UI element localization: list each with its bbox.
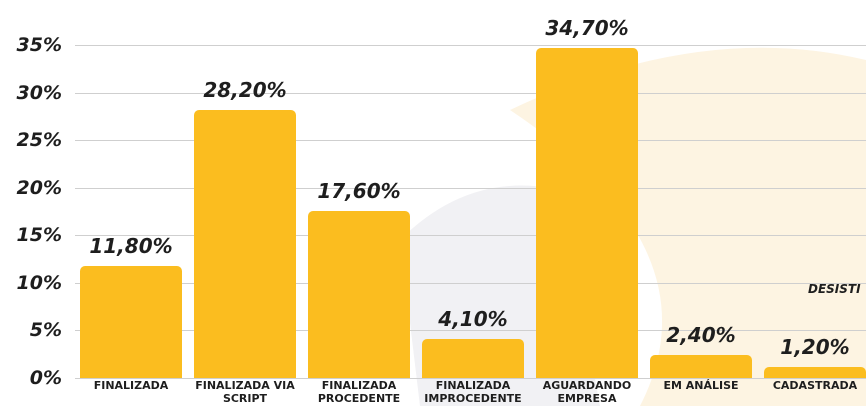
x-tick-label: FINALIZADA IMPROCEDENTE: [424, 379, 522, 405]
value-label: 11,80%: [89, 233, 173, 258]
x-tick-label: FINALIZADA VIA SCRIPT: [195, 379, 295, 405]
grid-line: [75, 235, 866, 237]
x-tick-label: CADASTRADA: [772, 379, 858, 392]
y-tick-label: 10%: [16, 271, 62, 294]
grid-line: [75, 92, 866, 94]
y-tick-label: 30%: [16, 81, 62, 104]
value-label: 34,70%: [545, 15, 629, 40]
x-tick-label: FINALIZADA: [93, 379, 169, 392]
y-tick-label: 0%: [29, 367, 62, 389]
grid-line: [75, 140, 866, 142]
y-tick-label: 25%: [16, 129, 62, 152]
y-tick-label: 20%: [16, 176, 62, 199]
grid-line: [75, 187, 866, 189]
grid-line: [75, 330, 866, 332]
value-label: 28,20%: [203, 77, 287, 102]
value-label: 4,10%: [438, 306, 508, 331]
x-tick-label: FINALIZADA PROCEDENTE: [317, 379, 401, 405]
grid-line: [75, 378, 866, 379]
grid-line: [75, 45, 866, 46]
x-tick-label: AGUARDANDO EMPRESA: [542, 379, 632, 405]
grid-line: [75, 282, 866, 284]
bar: [536, 47, 638, 378]
bar: [308, 210, 410, 378]
annotation: DESISTI: [808, 282, 861, 296]
bar: [422, 338, 524, 378]
y-tick-label: 35%: [16, 34, 62, 56]
value-label: 1,20%: [780, 334, 850, 359]
bar: [194, 109, 296, 378]
bar: [80, 265, 182, 378]
value-label: 2,40%: [666, 323, 736, 348]
bar: [764, 366, 866, 378]
value-label: 17,60%: [317, 178, 401, 203]
y-tick-label: 15%: [16, 224, 62, 247]
bar: [650, 355, 752, 378]
x-tick-label: EM ANÁLISE: [663, 379, 739, 392]
y-tick-label: 5%: [29, 319, 62, 342]
